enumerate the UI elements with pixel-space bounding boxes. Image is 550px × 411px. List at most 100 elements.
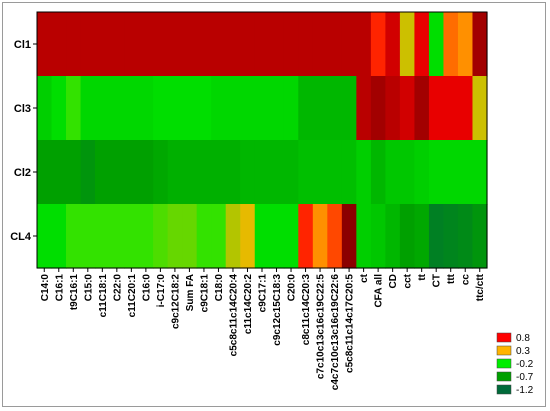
heatmap-cell [182, 140, 198, 205]
heatmap-cell [312, 140, 328, 205]
heatmap-cell [341, 76, 357, 141]
heatmap-cell [428, 12, 445, 77]
heatmap-cell [283, 204, 299, 269]
heatmap-cell [109, 76, 125, 141]
column-label: c9c12c15C18:3 [272, 274, 283, 346]
heatmap-cell [443, 140, 459, 205]
heatmap-cell [51, 12, 67, 77]
heatmap-cell [457, 76, 474, 141]
heatmap-cell [312, 12, 328, 77]
legend-label: -0.2 [516, 359, 534, 370]
legend-swatch [496, 384, 512, 395]
heatmap-cell [182, 12, 198, 77]
heatmap-cell [95, 12, 111, 77]
row-label: Cl3 [14, 103, 31, 115]
column-label: C14:0 [40, 274, 51, 302]
heatmap-cell [66, 140, 82, 205]
legend-swatch [496, 345, 512, 356]
column-label: C22:0 [112, 274, 123, 302]
heatmap-cell [443, 12, 459, 77]
legend-swatch [496, 371, 512, 382]
heatmap-cell [196, 76, 212, 141]
legend-label: -1.2 [516, 385, 534, 396]
heatmap-cell [95, 140, 111, 205]
heatmap-cell [327, 76, 343, 141]
heatmap-cell [370, 76, 386, 141]
heatmap-cell [472, 140, 488, 205]
column-label: C20:0 [287, 274, 298, 302]
heatmap-cell [109, 140, 125, 205]
legend-swatch [496, 358, 512, 369]
column-label: CD [388, 274, 399, 288]
heatmap-cell [356, 76, 372, 141]
heatmap-cell [370, 12, 386, 77]
column-label: Sum FA [185, 274, 196, 311]
heatmap-cell [414, 204, 430, 269]
heatmap-cell [341, 12, 357, 77]
heatmap-cell [124, 204, 140, 269]
row-labels: Cl1 Cl3 Cl2 CL4 [10, 39, 37, 243]
heatmap-cell [385, 76, 401, 141]
heatmap-cell [472, 204, 488, 269]
column-label: c5c8c11c14C20:4 [228, 274, 239, 357]
legend-swatch [496, 332, 512, 343]
heatmap-cell [472, 76, 488, 141]
heatmap-cell [269, 140, 285, 205]
heatmap-cell [414, 76, 430, 141]
column-label: c11C18:1 [98, 274, 109, 318]
column-label: c8c11c14C20:3 [301, 274, 312, 346]
heatmap-cell [80, 76, 96, 141]
column-label: c5c8c11c14c17C20:5 [345, 274, 356, 373]
column-label: tt [417, 273, 428, 280]
chart-frame [2, 2, 546, 407]
heatmap-cell [211, 12, 227, 77]
column-label: C16:1 [54, 274, 65, 302]
heatmap-cell [356, 140, 372, 205]
heatmap-cell [167, 76, 183, 141]
heatmap-cell [167, 204, 183, 269]
heatmap-cell [399, 204, 416, 269]
column-label: c4c7c10c13c16c19C22:6 [330, 274, 341, 391]
heatmap-cell [196, 140, 212, 205]
heatmap-cell [240, 140, 256, 205]
column-label: c11C20:1 [127, 274, 138, 318]
heatmap-cell [37, 140, 53, 205]
heatmap-cell [240, 204, 256, 269]
column-label: ttt [446, 273, 457, 284]
heatmap-cell [138, 140, 154, 205]
heatmap-cell [254, 204, 270, 269]
heatmap-cell [385, 12, 401, 77]
heatmap-cell [167, 12, 183, 77]
heatmap-cell [283, 140, 299, 205]
heatmap-cell [211, 76, 227, 141]
heatmap-cell [211, 204, 227, 269]
column-label: C16:0 [141, 274, 152, 302]
heatmap-cell [109, 204, 125, 269]
heatmap-cell [240, 76, 256, 141]
heatmap-cell [443, 76, 459, 141]
heatmap-cell [153, 76, 169, 141]
heatmap-cell [80, 204, 96, 269]
legend: 0.8 0.3 -0.2 -0.7 -1.2 [496, 332, 534, 396]
heatmap-cell [211, 140, 227, 205]
heatmap-cell [51, 140, 67, 205]
heatmap-cell [95, 76, 111, 141]
heatmap-cell [109, 12, 125, 77]
column-label: c7c10c13c16c19C22:5 [316, 274, 327, 380]
column-label: C15:0 [83, 274, 94, 302]
legend-label: 0.8 [516, 333, 530, 344]
heatmap-cell [399, 140, 416, 205]
heatmap-cell [269, 12, 285, 77]
heatmap-cell [312, 76, 328, 141]
heatmap-cell [428, 140, 445, 205]
heatmap-cell [66, 204, 82, 269]
heatmap-cell [153, 12, 169, 77]
heatmap-cell [298, 204, 314, 269]
row-label: CL4 [10, 231, 32, 243]
heatmap-cell [138, 204, 154, 269]
column-label: cct [403, 273, 414, 288]
heatmap-cell [283, 76, 299, 141]
heatmap-cell [196, 12, 212, 77]
heatmap-cell [225, 204, 241, 269]
